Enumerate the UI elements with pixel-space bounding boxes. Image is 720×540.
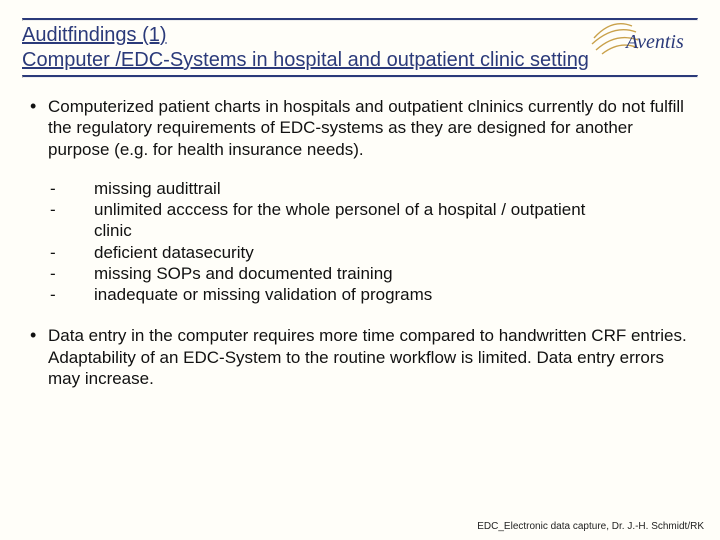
dash-icon: - [48,263,94,284]
sub-item: - missing audittrail [48,178,690,199]
slide-footer: EDC_Electronic data capture, Dr. J.-H. S… [477,521,704,532]
bullet-dot-icon: • [30,325,48,389]
sub-item-label: missing audittrail [94,178,690,199]
bullet-text: Data entry in the computer requires more… [48,325,690,389]
aventis-logo: Aventis [588,14,698,62]
slide-body: • Computerized patient charts in hospita… [22,78,698,389]
dash-icon: - [48,199,94,220]
bullet-item: • Computerized patient charts in hospita… [30,96,690,160]
sub-list: - missing audittrail - unlimited acccess… [48,178,690,306]
sub-item-label: deficient datasecurity [94,242,690,263]
sub-item: - deficient datasecurity [48,242,690,263]
sub-item-continuation: clinic [48,220,690,241]
dash-icon: - [48,284,94,305]
sub-item: - inadequate or missing validation of pr… [48,284,690,305]
bullet-item: • Data entry in the computer requires mo… [30,325,690,389]
sub-item-label: unlimited acccess for the whole personel… [94,199,690,220]
sub-item-label: inadequate or missing validation of prog… [94,284,690,305]
dash-icon: - [48,242,94,263]
sub-item-label: missing SOPs and documented training [94,263,690,284]
dash-icon: - [48,178,94,199]
bullet-text: Computerized patient charts in hospitals… [48,96,690,160]
slide: Aventis Auditfindings (1) Computer /EDC-… [0,0,720,540]
sub-item: - unlimited acccess for the whole person… [48,199,690,220]
bullet-dot-icon: • [30,96,48,160]
svg-text:Aventis: Aventis [624,31,684,53]
sub-item: - missing SOPs and documented training [48,263,690,284]
